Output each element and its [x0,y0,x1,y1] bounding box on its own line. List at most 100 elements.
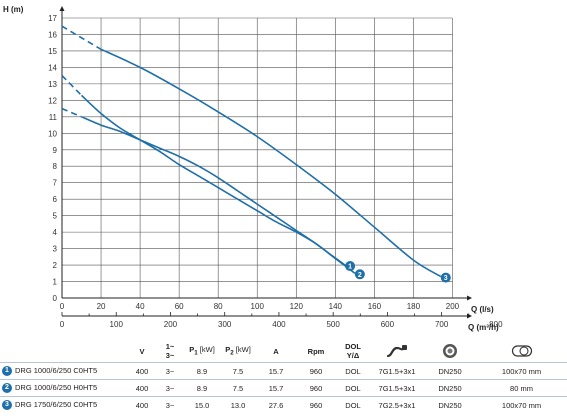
y-tick-label: 11 [49,113,58,122]
header-start: DOL Y/Δ [336,340,370,363]
cell-p1: 8.9 [184,362,220,380]
cell-a: 15.7 [256,379,296,397]
series-3-marker: 3 [440,272,451,283]
cell-v: 400 [128,379,156,397]
header-flange [424,340,476,363]
table-header-row: V 1~ 3~ P1 [kW] P2 [kW] A Rpm DOL Y/Δ [0,340,567,363]
cell-cable: 7G1.5+3x1 [370,362,424,380]
header-model [0,340,128,363]
flange-icon [443,344,457,358]
series-3-line [100,48,442,278]
x-tick-label: 200 [446,302,460,311]
cable-icon [386,345,407,358]
secondary-x-tick-label: 400 [272,320,286,329]
grid [59,6,472,301]
cell-phase: 3~ [156,396,184,413]
y-tick-label: 15 [48,47,57,56]
y-tick-label: 10 [48,129,57,138]
secondary-x-tick-label: 800 [489,320,503,329]
cell-dn: DN250 [424,362,476,380]
x-tick-label: 100 [251,302,265,311]
x-tick-label: 120 [290,302,304,311]
y-axis-title: H (m) [3,5,24,14]
x-tick-label: 160 [368,302,382,311]
x-axis-arrow [467,295,472,301]
model-spec-table: V 1~ 3~ P1 [kW] P2 [kW] A Rpm DOL Y/Δ [0,340,567,413]
x-tick-label: 180 [407,302,421,311]
cell-dim: 100x70 mm [476,396,567,413]
p2-subscript: 2 [230,349,234,357]
cell-phase: 3~ [156,379,184,397]
model-name: DRG 1000/6/250 H0HT5 [15,382,98,392]
series-marker-circle [345,261,356,272]
header-star-delta: Y/Δ [346,351,360,360]
y-tick-label: 5 [53,212,58,221]
series-marker-circle [440,272,451,283]
cell-cable: 7G1.5+3x1 [370,379,424,397]
header-dol: DOL [345,342,361,351]
series-marker-label: 3 [444,275,448,282]
series-2-dashed-line [61,75,83,96]
x-tick-label: 140 [329,302,343,311]
y-tick-label: 8 [53,162,58,171]
header-cable [370,340,424,363]
y-tick-label: 13 [48,80,57,89]
model-name: DRG 1750/6/250 C0HT5 [15,399,98,409]
cell-start: DOL [336,379,370,397]
p2-unit: [kW] [233,345,251,355]
series-markers: 12 3 [345,261,451,283]
table-row: 2 DRG 1000/6/250 H0HT5 400 3~ 8.9 7.5 15.7 960 D… [0,379,567,397]
cell-start: DOL [336,362,370,380]
cell-cable: 7G2.5+3x1 [370,396,424,413]
table-row: 3 DRG 1750/6/250 C0HT5 400 3~ 15.0 13.0 27.6 96… [0,396,567,413]
header-voltage: V [139,346,145,356]
dimension-icon [511,345,532,357]
secondary-x-tick-label: 600 [381,320,395,329]
secondary-x-tick-label: 100 [110,320,124,329]
p1-unit: [kW] [197,345,215,355]
secondary-x-axis-arrow [467,313,472,319]
series-lines [61,25,442,278]
header-p2: P2 [kW] [220,340,256,363]
series-3-dashed-line [61,25,102,50]
cell-p2: 13.0 [220,396,256,413]
series-marker-circle [354,269,365,280]
header-dimension [476,340,567,363]
cell-p2: 7.5 [220,362,256,380]
y-tick-label: 12 [48,96,57,105]
secondary-x-tick-label: 500 [326,320,340,329]
model-name-cell: 1 DRG 1000/6/250 C0HT5 [0,362,128,380]
x-tick-label: 80 [214,302,223,311]
cell-a: 15.7 [256,362,296,380]
secondary-x-axis-title: Q (m³/h) [468,323,499,332]
series-2-line [80,94,356,274]
header-rpm: Rpm [307,346,325,356]
series-2-marker: 2 [354,269,365,280]
cell-dn: DN250 [424,379,476,397]
cell-phase: 3~ [156,362,184,380]
y-tick-label: 17 [48,14,57,23]
header-phase-bottom: 3~ [165,351,175,360]
row-number-badge: 1 [2,366,12,376]
x-tick-label: 40 [136,302,145,311]
cell-dim: 80 mm [476,379,567,397]
table-row: 1 DRG 1000/6/250 C0HT5 400 3~ 8.9 7.5 15.7 960 D… [0,362,567,380]
y-tick-label: 16 [48,30,57,39]
secondary-x-tick-label: 200 [164,320,178,329]
y-axis-arrow [59,6,65,11]
header-p1: P1 [kW] [184,340,220,363]
y-tick-label: 9 [53,146,58,155]
series-1-line [81,116,346,266]
row-number-badge: 2 [2,383,12,393]
series-marker-label: 2 [358,272,362,279]
secondary-x-tick-label: 700 [435,320,449,329]
secondary-x-tick-label: 300 [218,320,232,329]
header-phase-top: 1~ [165,342,175,351]
cell-v: 400 [128,396,156,413]
secondary-x-tick-label: 0 [60,320,65,329]
p1-subscript: 1 [194,349,198,357]
cell-rpm: 960 [296,362,336,380]
y-tick-label: 14 [48,63,57,72]
